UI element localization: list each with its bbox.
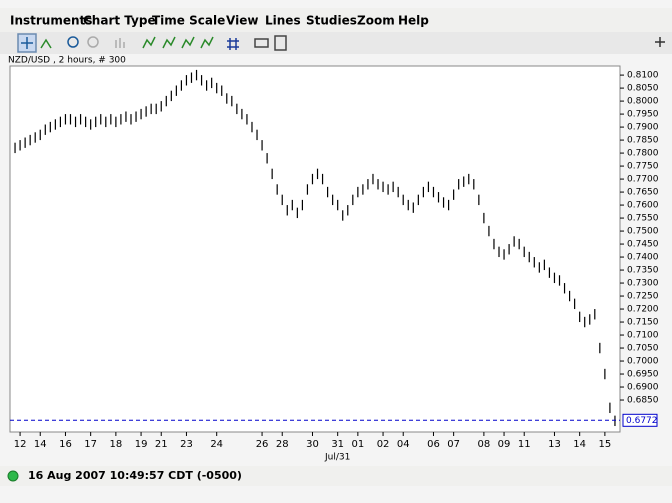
y-tick-label: 0.7050 — [627, 344, 659, 354]
zoom-out-button[interactable] — [87, 36, 99, 48]
x-tick-label: 11 — [518, 439, 531, 450]
y-tick-label: 0.7250 — [627, 292, 659, 302]
y-tick-label: 0.7700 — [627, 175, 659, 185]
line-button[interactable] — [162, 36, 176, 49]
y-tick-label: 0.7550 — [627, 214, 659, 224]
y-tick-label: 0.7950 — [627, 110, 659, 120]
line-button[interactable] — [142, 36, 156, 49]
menu-item[interactable]: Zoom — [357, 14, 395, 28]
chart-title: NZD/USD , 2 hours, # 300 — [8, 56, 126, 66]
zoom-in-button[interactable] — [67, 36, 79, 48]
grid-button[interactable] — [227, 38, 239, 50]
x-tick-label: 21 — [155, 439, 168, 450]
status-bar — [0, 466, 672, 486]
y-tick-label: 0.7600 — [627, 201, 659, 211]
y-tick-label: 0.7500 — [627, 227, 659, 237]
preview-button[interactable] — [274, 35, 287, 51]
y-tick-label: 0.7350 — [627, 266, 659, 276]
chart-button[interactable] — [115, 38, 125, 48]
x-tick-label: 18 — [110, 439, 123, 450]
x-tick-label: 13 — [548, 439, 561, 450]
menu-item[interactable]: Time Scale — [152, 14, 225, 28]
y-tick-label: 0.7750 — [627, 162, 659, 172]
x-tick-label: 09 — [498, 439, 511, 450]
toolbar-buttons — [17, 33, 665, 53]
y-tick-label: 0.7300 — [627, 279, 659, 289]
y-tick-label: 0.8050 — [627, 84, 659, 94]
y-tick-label: 0.7450 — [627, 240, 659, 250]
x-tick-label: 14 — [34, 439, 47, 450]
print-button[interactable] — [254, 38, 269, 48]
x-tick-label: 12 — [14, 439, 27, 450]
line-button[interactable] — [181, 36, 195, 49]
x-tick-label: 04 — [397, 439, 410, 450]
y-tick-label: 0.7800 — [627, 149, 659, 159]
menu-item[interactable]: Studies — [306, 14, 357, 28]
menu-item[interactable]: Help — [398, 14, 429, 28]
y-tick-label: 0.7200 — [627, 305, 659, 315]
menu-item[interactable]: View — [226, 14, 258, 28]
y-tick-label: 0.6950 — [627, 370, 659, 380]
status-indicator — [7, 470, 19, 482]
line-button[interactable] — [200, 36, 214, 49]
x-tick-label: 14 — [573, 439, 586, 450]
y-tick-label: 0.7850 — [627, 136, 659, 146]
current-price-label: 0.6772 — [626, 416, 658, 426]
y-tick-label: 0.7150 — [627, 318, 659, 328]
y-tick-label: 0.6900 — [627, 383, 659, 393]
x-tick-label: 15 — [599, 439, 612, 450]
y-tick-label: 0.7400 — [627, 253, 659, 263]
x-tick-label: 24 — [210, 439, 223, 450]
x-tick-label: 19 — [135, 439, 148, 450]
crosshair-icon — [21, 37, 33, 49]
x-tick-label: 01 — [351, 439, 364, 450]
x-tick-label: 06 — [427, 439, 440, 450]
y-tick-label: 0.7000 — [627, 357, 659, 367]
menu-item[interactable]: Instruments — [10, 14, 92, 28]
x-tick-label: 07 — [447, 439, 460, 450]
x-tick-label: 31 — [331, 439, 344, 450]
pin-button[interactable] — [655, 37, 665, 47]
y-tick-label: 0.7900 — [627, 123, 659, 133]
y-tick-label: 0.7650 — [627, 188, 659, 198]
menu-item[interactable]: Lines — [265, 14, 301, 28]
x-tick-label: 08 — [478, 439, 491, 450]
plot: 0.6850 0.6900 0.6950 0.7000 0.7050 0.7100 0.71… — [10, 69, 659, 463]
menu-bar — [0, 8, 672, 32]
cursor-button[interactable] — [40, 38, 52, 49]
x-tick-label: 16 — [59, 439, 72, 450]
toolbar — [0, 32, 672, 54]
status-text: 16 Aug 2007 10:49:57 CDT (-0500) — [28, 469, 242, 482]
y-tick-label: 0.6850 — [627, 396, 659, 406]
x-tick-label: 26 — [256, 439, 269, 450]
y-tick-label: 0.8000 — [627, 97, 659, 107]
current-price-box — [622, 413, 658, 427]
x-tick-label: 28 — [276, 439, 289, 450]
x-tick-sublabel: Jul/31 — [324, 453, 350, 463]
x-tick-label: 23 — [180, 439, 193, 450]
x-tick-label: 02 — [377, 439, 390, 450]
y-tick-label: 0.8100 — [627, 71, 659, 81]
x-tick-label: 17 — [84, 439, 97, 450]
y-tick-label: 0.7100 — [627, 331, 659, 341]
menu-item[interactable]: Chart Type — [83, 14, 156, 28]
plot-area — [9, 65, 621, 433]
x-tick-label: 30 — [306, 439, 319, 450]
